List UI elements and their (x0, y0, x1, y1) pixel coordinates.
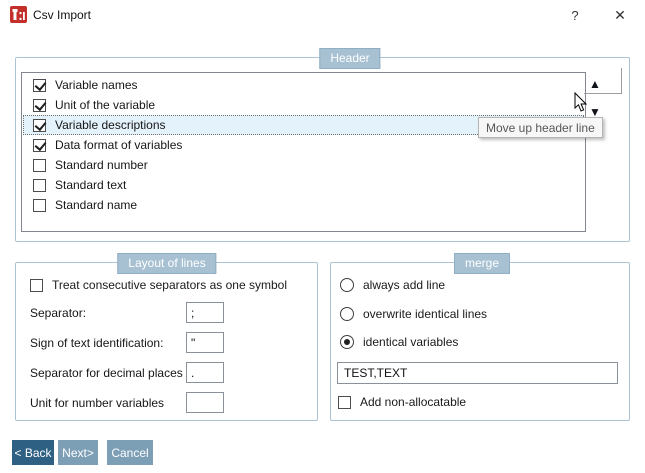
list-item[interactable]: Variable descriptions (23, 115, 584, 135)
move-up-icon[interactable]: ▲ (589, 77, 601, 91)
consecutive-separators-checkbox-row[interactable]: Treat consecutive separators as one symb… (30, 278, 287, 292)
layout-group-label: Layout of lines (117, 253, 217, 274)
list-item[interactable]: Standard text (23, 175, 584, 195)
radio-icon[interactable] (340, 335, 354, 349)
checkbox[interactable] (33, 178, 46, 192)
list-item-label: Standard text (55, 178, 127, 192)
radio-overwrite-identical-lines[interactable]: overwrite identical lines (340, 307, 487, 321)
list-item-label: Variable names (55, 78, 138, 92)
radio-identical-variables[interactable]: identical variables (340, 335, 458, 349)
checkbox[interactable] (30, 278, 43, 292)
identical-variables-input[interactable] (337, 362, 618, 384)
app-icon (10, 6, 27, 23)
mouse-cursor (574, 92, 588, 112)
checkbox[interactable] (33, 78, 46, 92)
list-item[interactable]: Unit of the variable (23, 95, 584, 115)
list-item-label: Standard number (55, 158, 148, 172)
radio-label: identical variables (363, 335, 459, 349)
list-item-label: Standard name (55, 198, 138, 212)
checkbox[interactable] (33, 98, 46, 112)
checkbox[interactable] (33, 198, 46, 212)
window-title: Csv Import (33, 8, 92, 22)
list-item-label: Data format of variables (55, 138, 183, 152)
merge-groupbox (330, 262, 630, 421)
header-group-label: Header (319, 48, 381, 69)
radio-icon[interactable] (340, 307, 354, 321)
help-button[interactable]: ? (571, 7, 579, 23)
back-button[interactable]: < Back (12, 440, 54, 465)
merge-group-label: merge (453, 253, 511, 274)
list-item[interactable]: Variable names (23, 75, 584, 95)
header-lines-list[interactable]: Variable names Unit of the variable Vari… (21, 72, 586, 232)
checkbox[interactable] (33, 158, 46, 172)
unit-number-variables-label: Unit for number variables (30, 396, 165, 410)
close-icon[interactable]: ✕ (614, 6, 626, 23)
list-item[interactable]: Data format of variables (23, 135, 584, 155)
decimal-separator-label: Separator for decimal places (30, 366, 183, 380)
checkbox-label: Treat consecutive separators as one symb… (52, 278, 288, 292)
tooltip: Move up header line (478, 117, 603, 138)
cancel-button[interactable]: Cancel (107, 440, 153, 465)
unit-number-variables-input[interactable] (186, 392, 224, 413)
list-item[interactable]: Standard number (23, 155, 584, 175)
next-button[interactable]: Next> (58, 440, 98, 465)
text-identification-input[interactable] (186, 332, 224, 353)
checkbox[interactable] (33, 138, 46, 152)
checkbox-label: Add non-allocatable (360, 395, 467, 409)
radio-label: overwrite identical lines (363, 307, 488, 321)
separator-label: Separator: (30, 306, 87, 320)
decimal-separator-input[interactable] (186, 362, 224, 383)
list-item-label: Unit of the variable (55, 98, 156, 112)
checkbox[interactable] (33, 118, 46, 132)
list-item[interactable]: Standard name (23, 195, 584, 215)
radio-icon[interactable] (340, 278, 354, 292)
separator-input[interactable] (186, 302, 224, 323)
title-bar: Csv Import ? ✕ (0, 0, 645, 30)
move-up-button-frame (584, 68, 622, 94)
list-item-label: Variable descriptions (55, 118, 166, 132)
text-identification-label: Sign of text identification: (30, 336, 164, 350)
add-non-allocatable-checkbox-row[interactable]: Add non-allocatable (338, 395, 466, 409)
radio-label: always add line (363, 278, 446, 292)
move-down-icon[interactable]: ▼ (589, 105, 601, 119)
layout-of-lines-groupbox (15, 262, 318, 421)
checkbox[interactable] (338, 395, 351, 409)
radio-always-add-line[interactable]: always add line (340, 278, 445, 292)
